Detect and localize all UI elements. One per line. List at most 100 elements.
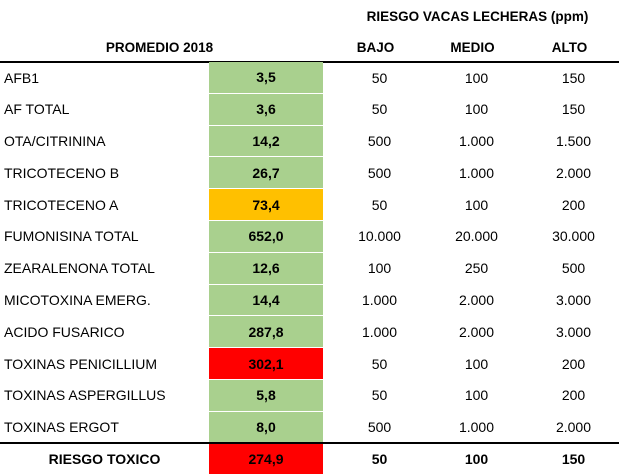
- mid-risk-value: 1.000: [458, 419, 495, 436]
- mycotoxin-name: OTA/CITRININA: [4, 132, 106, 149]
- table-row: ACIDO FUSARICO 287,8 1.000 2.000 3.000: [0, 315, 619, 349]
- spacer: [323, 125, 331, 157]
- table-row: TRICOTECENO B 26,7 500 1.000 2.000: [0, 156, 619, 190]
- mycotoxin-name: AFB1: [4, 69, 40, 86]
- mid-risk-value: 100: [464, 69, 489, 86]
- high-risk-value: 200: [561, 196, 586, 213]
- average-value: 3,5: [209, 62, 323, 94]
- average-value: 652,0: [209, 220, 323, 253]
- low-risk-value: 100: [367, 260, 392, 277]
- high-risk-value: 500: [561, 260, 586, 277]
- mid-risk-value: 1.000: [458, 132, 495, 149]
- mycotoxin-name: TOXINAS ASPERGILLUS: [4, 387, 166, 404]
- high-risk-value: 2.000: [555, 419, 592, 436]
- mid-risk-value: 100: [464, 387, 489, 404]
- mycotoxin-name: AF TOTAL: [4, 101, 70, 118]
- mycotoxin-name: TRICOTECENO B: [4, 164, 120, 181]
- high-risk-value: 150: [561, 450, 586, 467]
- spacer: [323, 93, 331, 125]
- table-row: MICOTOXINA EMERG. 14,4 1.000 2.000 3.000: [0, 284, 619, 317]
- spacer: [323, 284, 331, 316]
- low-risk-value: 1.000: [361, 323, 398, 340]
- table-body: AFB1 3,5 50 100 150 AF TOTAL 3,6 50 100 150 OTA/CI…: [0, 62, 619, 475]
- high-risk-value: 150: [561, 69, 586, 86]
- table-row: AFB1 3,5 50 100 150: [0, 62, 619, 94]
- average-value: 302,1: [209, 347, 323, 380]
- high-risk-value: 200: [561, 387, 586, 404]
- table-row: TOXINAS ASPERGILLUS 5,8 50 100 200: [0, 379, 619, 412]
- column-header-row: PROMEDIO 2018 BAJO MEDIO ALTO: [0, 36, 619, 60]
- high-risk-value: 3.000: [555, 291, 592, 308]
- average-value: 8,0: [209, 411, 323, 444]
- mycotoxin-name: TOXINAS ERGOT: [4, 419, 119, 436]
- table-row: AF TOTAL 3,6 50 100 150: [0, 93, 619, 126]
- spacer: [323, 379, 331, 411]
- average-value: 14,4: [209, 284, 323, 317]
- mid-column-header: MEDIO: [450, 40, 495, 55]
- mycotoxin-name: TRICOTECENO A: [4, 196, 119, 213]
- mid-risk-value: 100: [464, 196, 489, 213]
- average-value: 26,7: [209, 156, 323, 190]
- mycotoxin-name: FUMONISINA TOTAL: [4, 228, 139, 245]
- spacer: [323, 220, 331, 252]
- spacer: [323, 348, 331, 380]
- high-risk-value: 200: [561, 355, 586, 372]
- average-value: 12,6: [209, 252, 323, 285]
- low-risk-value: 500: [367, 132, 392, 149]
- low-risk-value: 10.000: [358, 228, 401, 245]
- high-risk-value: 30.000: [552, 228, 595, 245]
- spacer: [323, 443, 331, 475]
- high-column-header: ALTO: [551, 40, 588, 55]
- table-row: TOXINAS PENICILLIUM 302,1 50 100 200: [0, 347, 619, 380]
- average-value: 274,9: [209, 443, 323, 475]
- low-risk-value: 50: [371, 101, 388, 118]
- high-risk-value: 1.500: [555, 132, 592, 149]
- table-row: OTA/CITRININA 14,2 500 1.000 1.500: [0, 125, 619, 158]
- spacer: [323, 157, 331, 189]
- table-row: TOXINAS ERGOT 8,0 500 1.000 2.000: [0, 411, 619, 444]
- mycotoxin-name: TOXINAS PENICILLIUM: [4, 355, 158, 372]
- average-value: 5,8: [209, 379, 323, 412]
- spacer: [323, 62, 331, 93]
- mid-risk-value: 100: [464, 450, 489, 467]
- mycotoxin-name: MICOTOXINA EMERG.: [4, 291, 151, 308]
- low-risk-value: 1.000: [361, 291, 398, 308]
- spacer: [323, 252, 331, 284]
- spacer: [323, 189, 331, 221]
- table-row: FUMONISINA TOTAL 652,0 10.000 20.000 30.000: [0, 220, 619, 253]
- spacer: [323, 411, 331, 443]
- total-divider: [0, 442, 619, 444]
- mid-risk-value: 2.000: [458, 323, 495, 340]
- low-column-header: BAJO: [356, 40, 395, 55]
- high-risk-value: 2.000: [555, 164, 592, 181]
- average-value: 3,6: [209, 93, 323, 126]
- mid-risk-value: 250: [464, 260, 489, 277]
- average-value: 73,4: [209, 188, 323, 221]
- mycotoxin-table: AFB1 3,5 50 100 150 AF TOTAL 3,6 50 100 150 OTA/CI…: [0, 62, 619, 475]
- average-value: 14,2: [209, 125, 323, 158]
- low-risk-value: 50: [371, 69, 388, 86]
- mid-risk-value: 1.000: [458, 164, 495, 181]
- mycotoxin-name: ACIDO FUSARICO: [4, 323, 125, 340]
- mycotoxin-name: ZEARALENONA TOTAL: [4, 260, 155, 277]
- low-risk-value: 50: [371, 355, 388, 372]
- risk-title: RIESGO VACAS LECHERAS (ppm): [366, 9, 589, 24]
- low-risk-value: 500: [367, 419, 392, 436]
- average-value: 287,8: [209, 315, 323, 349]
- low-risk-value: 50: [371, 387, 388, 404]
- total-row: RIESGO TOXICO 274,9 50 100 150: [0, 443, 619, 475]
- average-column-header: PROMEDIO 2018: [105, 40, 214, 55]
- low-risk-value: 50: [371, 196, 388, 213]
- table-row: ZEARALENONA TOTAL 12,6 100 250 500: [0, 252, 619, 285]
- mid-risk-value: 100: [464, 355, 489, 372]
- mycotoxin-name: RIESGO TOXICO: [48, 450, 161, 467]
- high-risk-value: 3.000: [555, 323, 592, 340]
- mid-risk-value: 20.000: [455, 228, 498, 245]
- low-risk-value: 50: [371, 450, 388, 467]
- mid-risk-value: 100: [464, 101, 489, 118]
- spacer: [323, 316, 331, 348]
- high-risk-value: 150: [561, 101, 586, 118]
- mid-risk-value: 2.000: [458, 291, 495, 308]
- low-risk-value: 500: [367, 164, 392, 181]
